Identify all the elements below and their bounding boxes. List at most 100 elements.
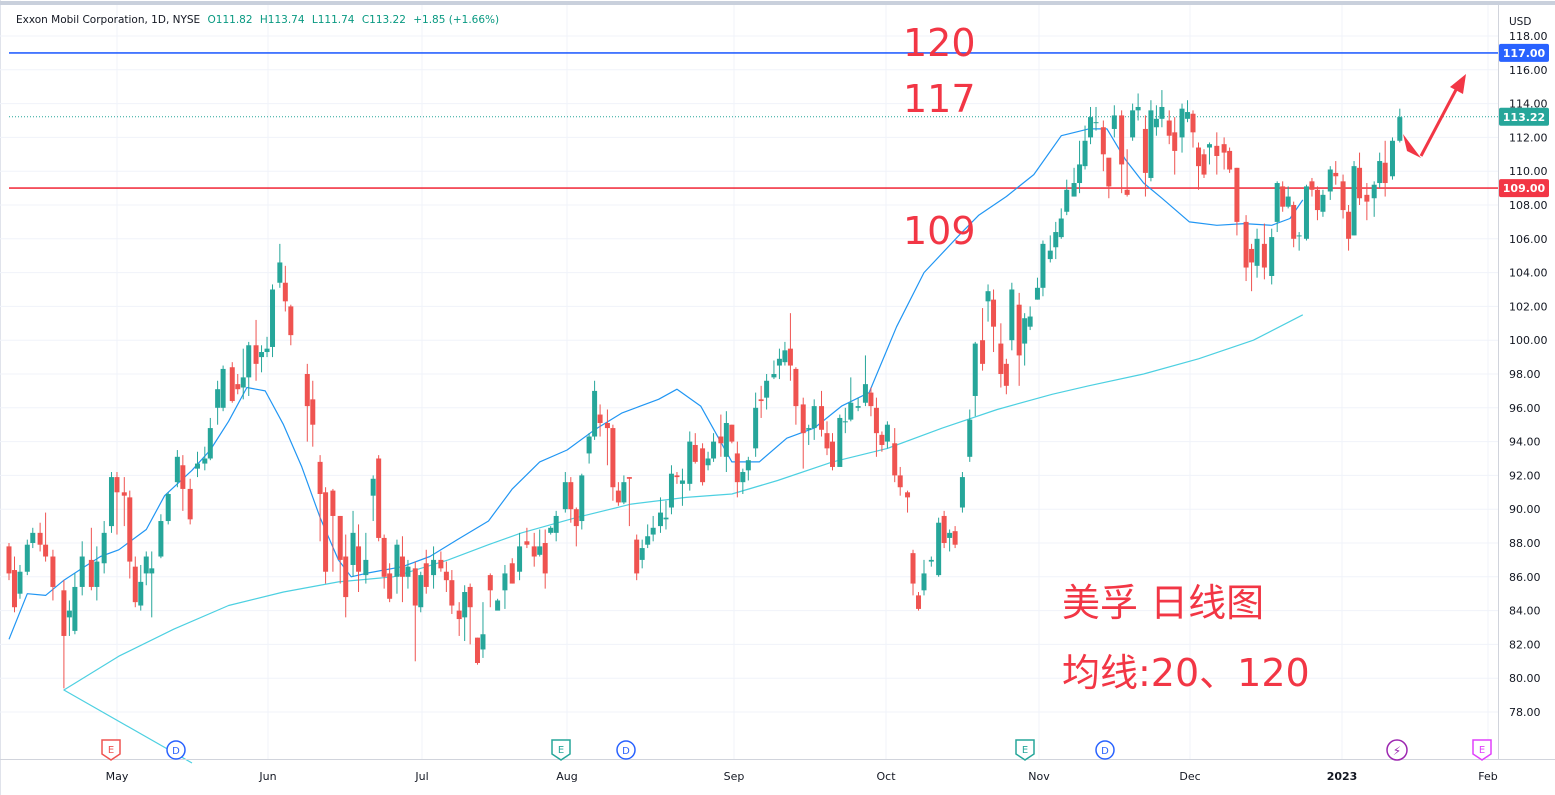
- candle: [174, 456, 180, 483]
- candle: [456, 610, 462, 620]
- ma-line-ma120: [63, 314, 1304, 764]
- candle: [729, 424, 735, 442]
- candle: [1058, 218, 1064, 238]
- candle: [700, 448, 706, 483]
- candle: [480, 634, 486, 650]
- candle: [985, 291, 991, 302]
- candle: [138, 581, 144, 606]
- candle: [1377, 161, 1383, 184]
- candle: [1309, 181, 1315, 190]
- candle: [43, 544, 49, 557]
- candle: [1179, 108, 1185, 138]
- candle: [412, 568, 418, 606]
- candle: [626, 477, 632, 479]
- candle: [376, 458, 382, 538]
- candle: [745, 460, 751, 471]
- candle: [936, 522, 942, 576]
- price-tick-label: 84.00: [1509, 605, 1541, 618]
- candle: [1397, 117, 1403, 141]
- candle: [998, 343, 1004, 374]
- price-tick-label: 90.00: [1509, 503, 1541, 516]
- time-tick-label: May: [106, 770, 129, 783]
- candle: [1009, 289, 1015, 341]
- candle: [474, 637, 480, 663]
- candle: [782, 350, 788, 363]
- earnings-marker-label: E: [108, 745, 114, 756]
- price-tick-label: 116.00: [1509, 64, 1548, 77]
- earnings-marker-label: E: [1479, 745, 1485, 756]
- candle: [1111, 115, 1117, 129]
- candle: [180, 465, 186, 489]
- candle: [1040, 243, 1046, 288]
- candle: [323, 492, 329, 572]
- candle: [11, 570, 17, 608]
- candle: [1064, 189, 1070, 212]
- candle: [79, 556, 85, 587]
- candle: [905, 492, 911, 498]
- candle: [158, 521, 164, 557]
- earnings-marker: [101, 739, 121, 761]
- candle: [793, 368, 799, 407]
- price-tick-label: 80.00: [1509, 672, 1541, 685]
- candle: [1185, 112, 1191, 119]
- candle: [842, 421, 848, 423]
- candle: [787, 348, 793, 366]
- candle: [88, 559, 94, 587]
- candle: [462, 592, 468, 618]
- candle: [771, 374, 777, 378]
- candle: [1340, 181, 1346, 211]
- candle: [928, 559, 934, 562]
- candle: [1243, 221, 1249, 268]
- candle: [674, 475, 680, 478]
- candle: [910, 553, 916, 584]
- candle: [855, 406, 861, 408]
- candle: [220, 368, 226, 408]
- candle: [72, 586, 78, 631]
- chart-caption-title: 美孚 日线图: [1062, 581, 1264, 625]
- candle: [800, 404, 806, 434]
- candle: [723, 423, 729, 457]
- candle: [288, 306, 294, 336]
- price-tick-label: 110.00: [1509, 165, 1548, 178]
- candle: [1130, 110, 1136, 138]
- candle: [524, 541, 530, 545]
- ma-line-ma20: [8, 128, 1304, 640]
- candle: [418, 575, 424, 608]
- candle: [1153, 118, 1159, 128]
- candle: [370, 478, 376, 496]
- price-badge-label: 113.22: [1503, 111, 1545, 124]
- candle: [645, 536, 651, 545]
- legend-high: H113.74: [259, 14, 305, 26]
- legend-low: L111.74: [311, 14, 355, 26]
- candle: [253, 345, 259, 364]
- candle: [1016, 304, 1022, 356]
- candle: [568, 482, 574, 510]
- time-tick-label: Aug: [556, 770, 577, 783]
- legend-change: +1.85 (+1.66%): [413, 14, 500, 26]
- candle: [502, 573, 508, 591]
- candle: [282, 282, 288, 302]
- price-tick-label: 96.00: [1509, 402, 1541, 415]
- candle: [1034, 287, 1040, 300]
- candle: [1351, 166, 1357, 236]
- price-badge: [1499, 107, 1549, 126]
- candle: [467, 586, 473, 608]
- trend-arrow-hook: [1403, 134, 1421, 158]
- split-marker: [1386, 739, 1408, 761]
- candle: [1221, 144, 1227, 153]
- candle: [621, 482, 627, 503]
- candle: [806, 428, 812, 430]
- candle: [718, 436, 724, 444]
- candle: [1303, 186, 1309, 239]
- candle: [980, 340, 986, 364]
- candle: [868, 392, 874, 407]
- candle: [1206, 144, 1212, 148]
- candle: [1280, 186, 1286, 207]
- earnings-marker-label: E: [1022, 745, 1028, 756]
- candle: [509, 563, 515, 584]
- candle: [235, 384, 241, 390]
- candle: [1135, 106, 1141, 111]
- time-tick-label: 2023: [1327, 770, 1358, 783]
- price-badge-label: 117.00: [1503, 47, 1546, 60]
